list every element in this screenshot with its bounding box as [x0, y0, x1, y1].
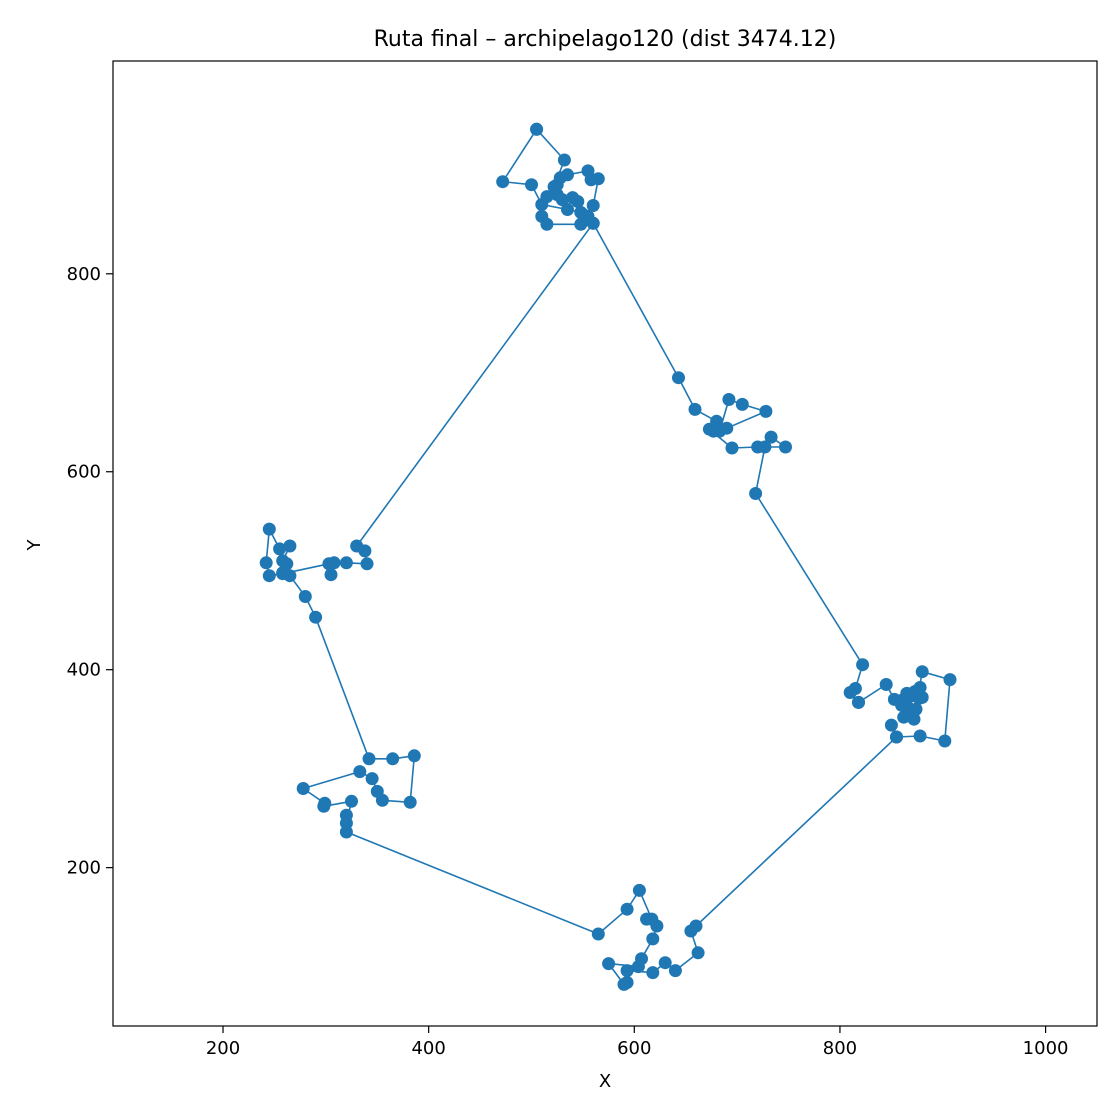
route-point: [907, 712, 921, 726]
route-point: [702, 422, 716, 436]
route-point: [915, 690, 929, 704]
route-point: [561, 203, 574, 216]
route-point: [856, 658, 870, 672]
y-tick-label: 800: [67, 264, 101, 285]
route-point: [895, 698, 909, 712]
route-point: [943, 673, 957, 687]
route-point: [632, 883, 646, 897]
route-point: [672, 371, 685, 385]
route-point: [403, 795, 417, 809]
route-point: [276, 554, 290, 568]
route-point: [620, 902, 634, 916]
route-point: [764, 430, 778, 444]
route-point: [759, 404, 773, 418]
route-point: [262, 569, 276, 583]
plot-area: [259, 122, 957, 991]
route-point: [530, 122, 544, 136]
route-point: [339, 816, 353, 830]
route-point: [586, 216, 600, 230]
route-point: [540, 190, 554, 204]
y-tick-label: 600: [67, 462, 101, 483]
route-point: [273, 542, 287, 556]
route-point: [298, 590, 312, 603]
route-point: [350, 539, 364, 553]
route-point: [646, 966, 660, 980]
route-point: [722, 393, 736, 406]
route-point: [309, 610, 323, 624]
route-point: [913, 729, 927, 743]
route-point: [386, 752, 400, 766]
route-point: [735, 397, 749, 411]
route-point: [324, 568, 338, 582]
x-tick-label: 400: [411, 1038, 445, 1059]
route-point: [327, 556, 341, 570]
route-point: [684, 924, 698, 938]
route-point: [547, 180, 561, 194]
route-point: [339, 825, 353, 839]
route-point: [360, 557, 374, 571]
x-tick-label: 800: [823, 1038, 857, 1059]
route-point: [586, 199, 600, 212]
route-point: [758, 440, 772, 454]
route-point: [540, 217, 554, 231]
route-point: [276, 567, 290, 581]
route-point: [879, 678, 893, 691]
route-point: [557, 153, 571, 167]
route-point: [645, 912, 659, 926]
route-point: [903, 689, 917, 703]
route-point: [668, 964, 682, 978]
route-point: [296, 782, 310, 795]
x-tick-label: 1000: [1023, 1038, 1069, 1059]
route-point: [713, 424, 727, 438]
route-point: [617, 977, 631, 991]
route-point: [591, 927, 605, 941]
route-point: [339, 556, 353, 570]
x-tick-label: 200: [206, 1038, 240, 1059]
route-point: [496, 175, 510, 189]
axes-frame: [112, 60, 1098, 1027]
route-point: [688, 402, 702, 416]
route-point: [884, 718, 898, 732]
route-point: [362, 752, 376, 766]
route-point: [749, 487, 763, 500]
route-point: [646, 932, 660, 946]
route-point: [852, 695, 865, 709]
route-point: [658, 956, 672, 970]
route-point: [365, 772, 379, 786]
route-point: [525, 178, 538, 192]
route-point: [353, 765, 367, 779]
route-point: [938, 734, 952, 748]
route-point: [897, 710, 911, 724]
route-point: [581, 164, 595, 178]
route-point: [725, 441, 739, 455]
route-point: [635, 952, 648, 966]
route-point: [283, 539, 297, 553]
route-point: [602, 957, 616, 971]
route-point: [913, 681, 927, 694]
y-tick-label: 200: [67, 858, 101, 879]
route-point: [259, 556, 273, 570]
route-point: [566, 191, 580, 205]
route-point: [345, 794, 358, 808]
route-point: [375, 793, 389, 807]
x-tick-label: 600: [617, 1038, 651, 1059]
y-axis-label: Y: [24, 539, 45, 552]
y-tick-label: 400: [67, 660, 101, 681]
route-point: [262, 522, 276, 536]
route-point: [407, 749, 421, 763]
axes: 200 400 600 800 1000 200 400 600 800: [67, 60, 1098, 1059]
chart-title: Ruta final – archipelago120 (dist 3474.1…: [374, 27, 837, 52]
route-point: [843, 686, 857, 699]
x-axis-label: X: [599, 1071, 611, 1092]
route-point: [890, 730, 903, 744]
route-point: [779, 440, 792, 454]
route-point: [318, 796, 332, 810]
route-point: [915, 665, 929, 679]
route-point: [691, 946, 705, 960]
route-point: [620, 964, 634, 978]
